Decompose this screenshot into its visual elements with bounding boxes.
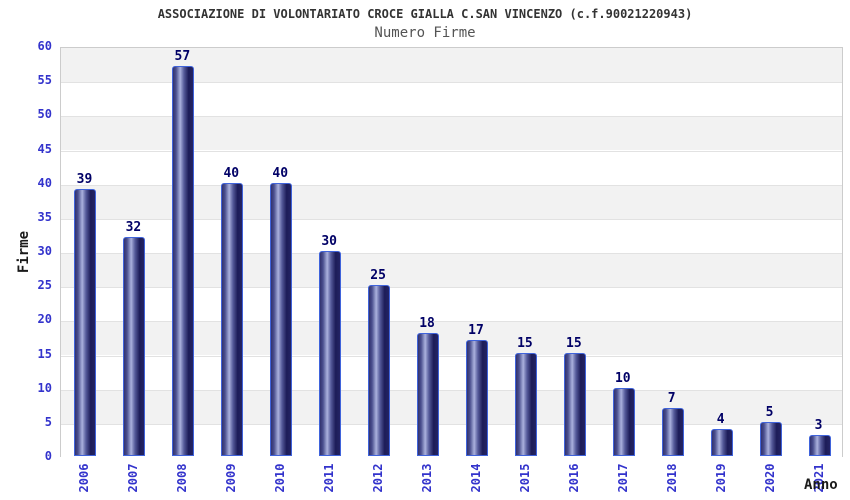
bar-2013 (417, 333, 440, 456)
y-axis-tick-label: 55 (37, 73, 52, 88)
x-axis-tick-label: 2009 (224, 463, 239, 493)
chart-title: ASSOCIAZIONE DI VOLONTARIATO CROCE GIALL… (157, 7, 693, 21)
y-axis-tick-label: 60 (37, 39, 52, 53)
bar-value-label: 15 (566, 336, 582, 351)
x-axis-tick-label: 2020 (762, 463, 777, 493)
bar-value-label: 7 (667, 391, 676, 406)
bar-2010 (270, 183, 293, 456)
bar-2015 (514, 353, 537, 456)
x-axis-tick-label: 2011 (322, 463, 337, 493)
bar-value-label: 17 (468, 323, 484, 338)
bar-value-label: 32 (125, 220, 142, 235)
y-axis-tick-label: 0 (44, 449, 52, 463)
y-axis-tick-label: 30 (37, 244, 52, 258)
bar-2019 (710, 429, 733, 456)
bar-value-label: 15 (517, 336, 533, 351)
bar-2016 (563, 353, 586, 456)
y-axis-tick-label: 35 (37, 209, 52, 224)
x-axis-tick-label: 2017 (615, 463, 630, 493)
bar-value-label: 5 (765, 405, 774, 420)
x-axis-tick-label: 2008 (175, 463, 190, 493)
x-axis-tick-label: 2007 (126, 463, 141, 493)
x-axis-tick-label: 2010 (273, 463, 288, 493)
bar-value-label: 3 (814, 418, 823, 433)
bar-value-label: 4 (716, 412, 725, 427)
y-axis-tick-label: 15 (37, 346, 52, 361)
bar-value-label: 40 (272, 166, 289, 181)
x-axis-tick-label: 2018 (664, 463, 679, 493)
bar-2020 (759, 422, 782, 456)
y-axis-tick-label: 25 (37, 278, 52, 293)
x-axis-tick-label: 2015 (517, 463, 532, 493)
bar-2008 (172, 66, 195, 456)
y-axis-tick-label: 40 (37, 175, 52, 190)
bar-value-label: 25 (370, 268, 386, 283)
y-axis-tick-label: 50 (37, 107, 52, 122)
bar-2011 (319, 251, 342, 456)
bar-2014 (465, 340, 488, 456)
bar-value-label: 18 (419, 316, 435, 331)
x-axis-tick-label: 2012 (371, 463, 386, 493)
y-axis-tick-label: 45 (37, 141, 52, 156)
bar-value-label: 10 (614, 371, 631, 386)
bar-value-label: 57 (174, 49, 191, 64)
x-axis-title: Anno (804, 477, 838, 493)
x-axis-tick-label: 2016 (566, 463, 581, 493)
bar-value-label: 30 (321, 234, 337, 249)
x-axis-tick-label: 2013 (420, 463, 435, 493)
bar-2012 (368, 285, 391, 456)
x-axis-tick-label: 2019 (713, 463, 728, 493)
bar-value-label: 39 (76, 172, 93, 187)
bar-2009 (221, 183, 244, 456)
x-axis-tick-label: 2006 (77, 463, 92, 493)
y-axis-tick-label: 20 (37, 312, 52, 327)
plot-area (60, 47, 843, 458)
y-axis-tick-label: 10 (37, 380, 52, 395)
bar-2006 (74, 189, 97, 456)
chart-subtitle: Numero Firme (374, 25, 476, 41)
bar-value-label: 40 (223, 166, 240, 181)
bar-2007 (123, 237, 146, 456)
y-axis-tick-label: 5 (44, 414, 52, 429)
x-axis-tick-label: 2014 (468, 463, 483, 493)
bar-2017 (612, 388, 635, 456)
bar-2021 (808, 435, 831, 456)
bar-2018 (661, 408, 684, 456)
